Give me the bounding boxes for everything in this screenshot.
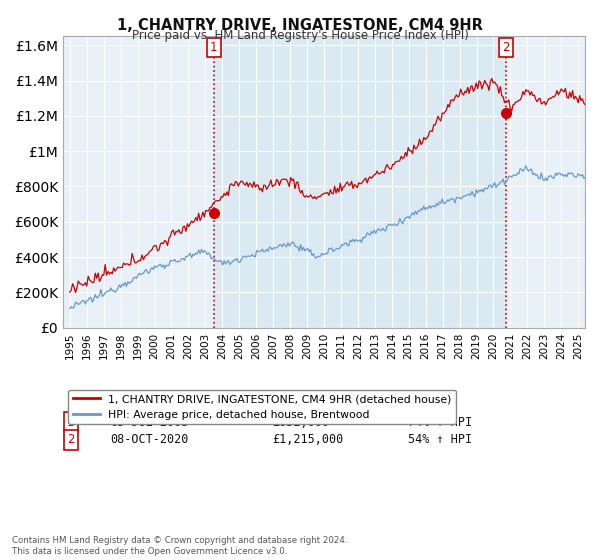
Text: Contains HM Land Registry data © Crown copyright and database right 2024.
This d: Contains HM Land Registry data © Crown c… — [12, 536, 347, 556]
Text: 74% ↑ HPI: 74% ↑ HPI — [407, 416, 472, 429]
Text: 54% ↑ HPI: 54% ↑ HPI — [407, 433, 472, 446]
Text: £652,000: £652,000 — [272, 416, 329, 429]
Text: 1: 1 — [67, 416, 74, 429]
Text: 2: 2 — [502, 41, 510, 54]
Text: 1, CHANTRY DRIVE, INGATESTONE, CM4 9HR: 1, CHANTRY DRIVE, INGATESTONE, CM4 9HR — [117, 18, 483, 34]
Text: 2: 2 — [67, 433, 74, 446]
Text: 1: 1 — [210, 41, 218, 54]
Text: Price paid vs. HM Land Registry's House Price Index (HPI): Price paid vs. HM Land Registry's House … — [131, 29, 469, 42]
Text: 08-OCT-2020: 08-OCT-2020 — [110, 433, 188, 446]
Bar — [214, 36, 506, 328]
Text: 03-JUL-2003: 03-JUL-2003 — [110, 416, 188, 429]
Legend: 1, CHANTRY DRIVE, INGATESTONE, CM4 9HR (detached house), HPI: Average price, det: 1, CHANTRY DRIVE, INGATESTONE, CM4 9HR (… — [68, 390, 456, 424]
Text: £1,215,000: £1,215,000 — [272, 433, 343, 446]
